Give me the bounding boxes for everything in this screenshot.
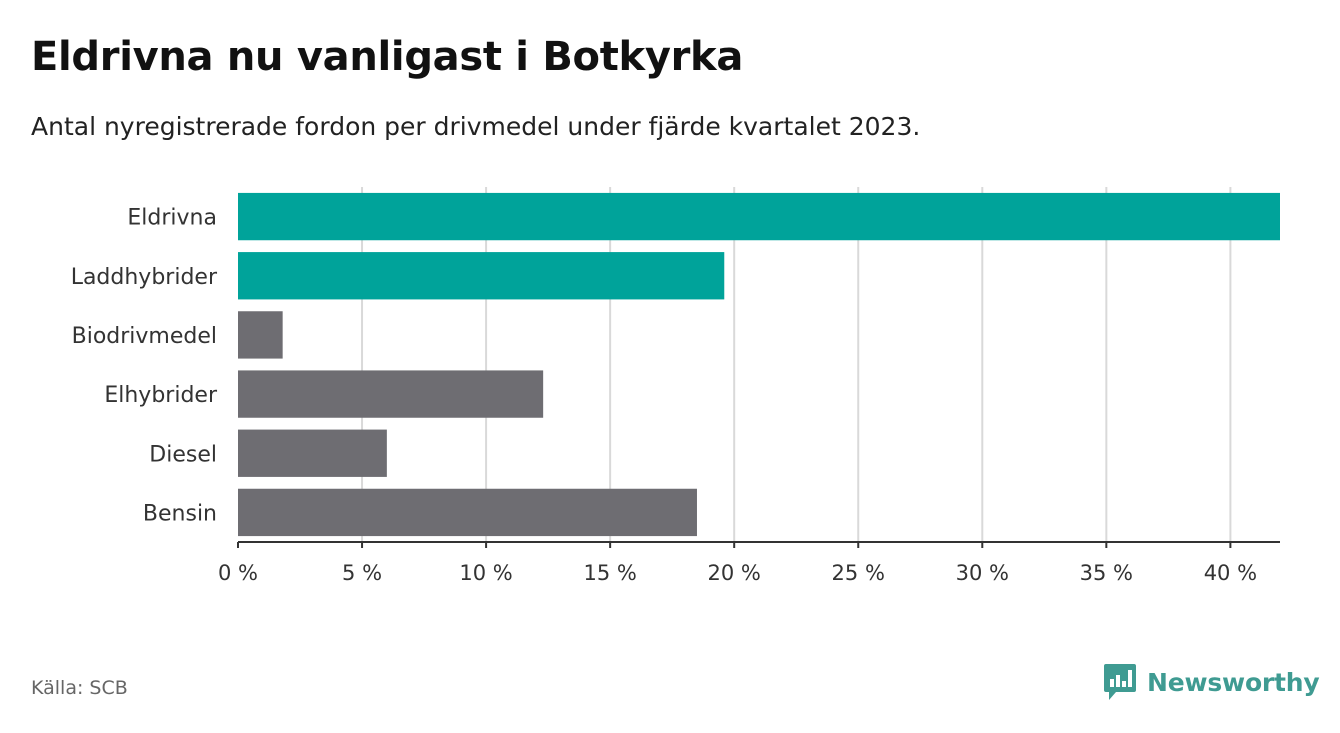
category-label: Bensin [143,501,217,526]
x-tick-label: 40 % [1204,561,1257,585]
source-note: Källa: SCB [31,677,128,699]
x-tick-label: 10 % [459,561,512,585]
category-label: Eldrivna [127,206,217,231]
bars [238,192,1280,537]
category-label: Diesel [149,442,217,467]
chart-title: Eldrivna nu vanligast i Botkyrka [31,34,744,80]
bar-biodrivmedel [238,311,283,359]
x-tick-label: 35 % [1080,561,1133,585]
category-label: Elhybrider [104,383,218,408]
x-axis: 0 % 5 % 10 % 15 % 20 % 25 % 30 % 35 % 40 % [218,541,1280,585]
grid-lines [361,187,1232,542]
bar-chart: Eldrivna Laddhybrider Biodrivmedel Elhybrid… [71,187,1280,585]
category-labels: Eldrivna Laddhybrider Biodrivmedel Elhybrid… [71,206,218,527]
newsworthy-logo: Newsworthy [1102,662,1320,702]
x-tick-label: 0 % [218,561,258,585]
x-tick-label: 25 % [832,561,885,585]
category-label: Laddhybrider [71,265,218,290]
bar-elhybrider [238,370,544,418]
bar-bensin [238,488,697,537]
x-tick-label: 20 % [708,561,761,585]
chart-subtitle: Antal nyregistrerade fordon per drivmede… [31,112,921,141]
bar-diesel [238,429,387,477]
x-tick-label: 30 % [956,561,1009,585]
logo-text: Newsworthy [1147,667,1320,697]
bar-laddhybrider [238,252,725,300]
x-tick-label: 5 % [342,561,382,585]
category-label: Biodrivmedel [72,324,217,349]
bar-eldrivna [238,192,1280,241]
bar-chart-speech-bubble-icon [1104,664,1136,700]
x-tick-label: 15 % [583,561,636,585]
